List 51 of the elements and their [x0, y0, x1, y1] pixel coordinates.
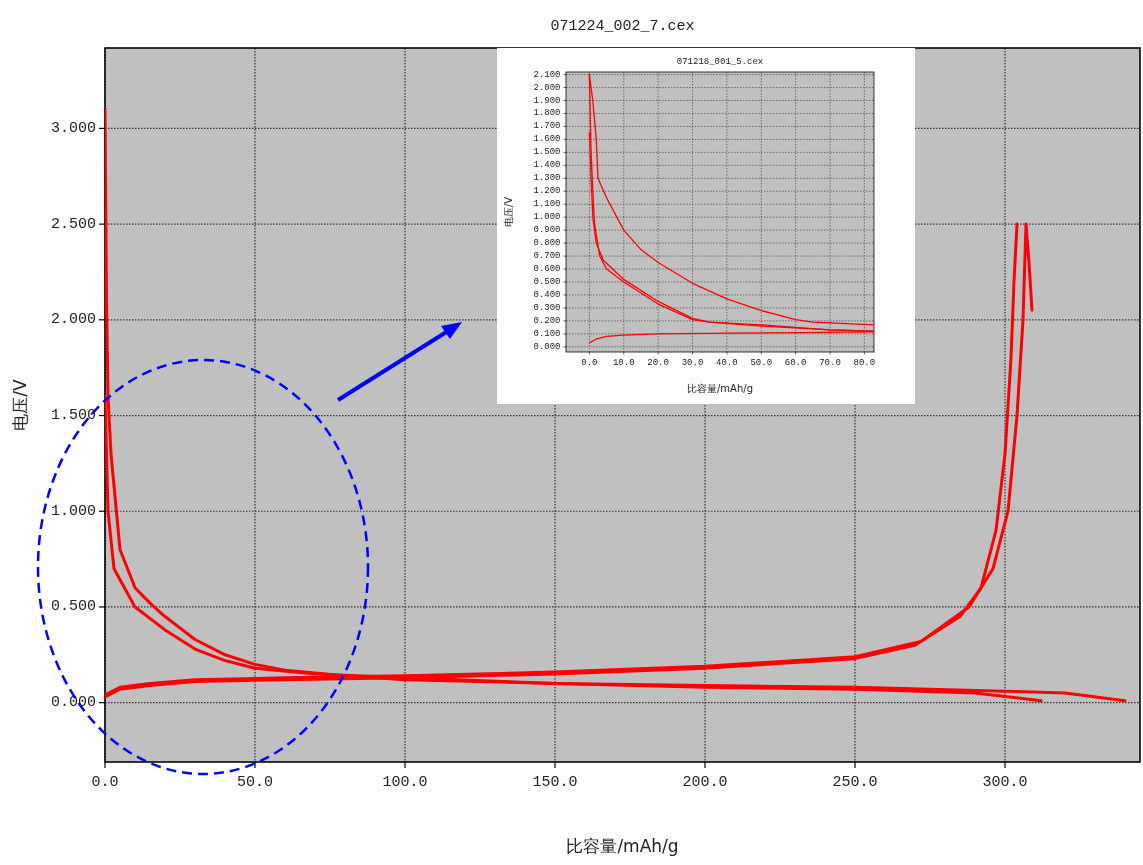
y-tick-label: 1.700 — [533, 121, 561, 132]
y-tick-label: 0.900 — [533, 225, 561, 236]
y-tick-label: 1.000 — [50, 502, 96, 520]
y-tick-label: 1.200 — [533, 186, 561, 197]
y-tick-label: 0.200 — [533, 315, 561, 326]
y-tick-label: 0.300 — [533, 302, 561, 313]
y-tick-label: 1.600 — [533, 134, 561, 145]
x-tick-label: 50.0 — [236, 774, 274, 791]
y-tick-label: 0.500 — [533, 277, 561, 287]
x-tick-label: 30.0 — [681, 358, 704, 368]
y-tick-label: 1.100 — [533, 199, 561, 210]
y-tick-label: 1.000 — [533, 212, 561, 223]
x-tick-label: 80.0 — [853, 358, 876, 368]
y-axis-title: 电压/V — [10, 378, 30, 431]
y-tick-label: 1.500 — [533, 147, 561, 158]
y-tick-label: 1.800 — [533, 108, 561, 119]
x-tick-label: 60.0 — [784, 358, 807, 368]
y-tick-label: 0.800 — [533, 238, 561, 249]
y-tick-label: 0.400 — [533, 289, 561, 300]
x-tick-label: 250.0 — [832, 774, 878, 791]
y-tick-label: 0.000 — [50, 694, 96, 712]
x-tick-label: 0.0 — [581, 358, 598, 368]
x-tick-label: 300.0 — [982, 774, 1028, 791]
x-axis-title: 比容量/mAh/g — [686, 383, 754, 394]
y-tick-label: 1.400 — [533, 160, 561, 171]
x-tick-label: 0.0 — [91, 774, 119, 791]
x-tick-label: 150.0 — [532, 774, 578, 791]
y-tick-label: 0.700 — [533, 251, 561, 262]
y-tick-label: 0.600 — [533, 264, 561, 275]
x-axis-title: 比容量/mAh/g — [566, 836, 679, 856]
y-tick-label: 2.000 — [50, 311, 96, 329]
y-tick-label: 0.100 — [533, 328, 561, 339]
x-tick-label: 50.0 — [750, 358, 773, 368]
y-tick-label: 1.500 — [50, 407, 96, 425]
x-tick-label: 70.0 — [819, 358, 841, 368]
x-tick-label: 200.0 — [682, 774, 728, 791]
x-tick-label: 20.0 — [647, 358, 669, 368]
y-tick-label: 1.300 — [533, 173, 561, 184]
y-tick-label: 2.100 — [533, 69, 561, 80]
chart-title: 071218_001_5.cex — [676, 57, 764, 67]
y-tick-label: 3.000 — [50, 119, 96, 137]
y-tick-label: 2.500 — [50, 215, 96, 233]
y-tick-label: 1.900 — [533, 95, 561, 106]
y-tick-label: 0.500 — [50, 598, 96, 616]
y-axis-title: 电压/V — [503, 196, 514, 228]
x-tick-label: 10.0 — [612, 358, 635, 368]
chart-title: 071224_002_7.cex — [550, 18, 695, 35]
y-tick-label: 0.000 — [533, 341, 561, 352]
x-tick-label: 100.0 — [382, 774, 428, 791]
y-tick-label: 2.000 — [533, 82, 561, 93]
x-tick-label: 40.0 — [716, 358, 738, 368]
